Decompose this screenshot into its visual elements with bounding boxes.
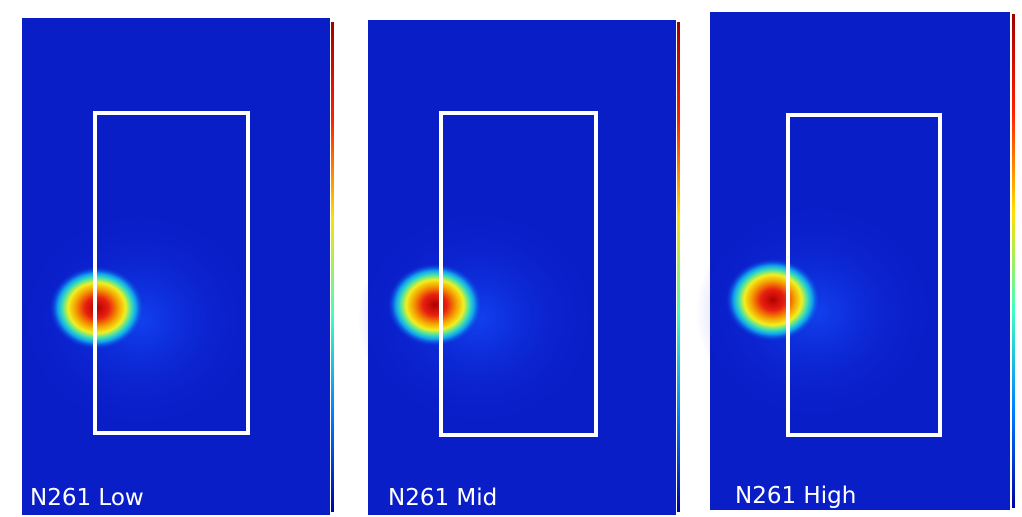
panel-label: N261 Mid xyxy=(388,485,497,511)
colorbar xyxy=(1012,14,1015,508)
hotspot xyxy=(387,263,483,347)
panel: N261 High xyxy=(696,12,1015,510)
colorbar xyxy=(331,22,334,512)
region-box xyxy=(786,113,942,437)
panel-label: N261 High xyxy=(735,483,856,509)
panel: N261 Mid xyxy=(358,20,680,515)
colorbar xyxy=(677,22,680,512)
panel: N261 Low xyxy=(20,18,334,515)
region-box xyxy=(93,111,250,435)
hotspot xyxy=(725,258,821,342)
panel-label: N261 Low xyxy=(30,485,144,511)
region-box xyxy=(439,111,598,437)
